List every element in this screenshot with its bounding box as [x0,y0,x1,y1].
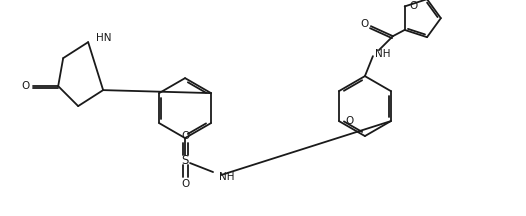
Text: O: O [410,2,418,11]
Text: O: O [361,19,369,29]
Text: S: S [181,154,189,167]
Text: NH: NH [375,49,390,59]
Text: O: O [181,179,189,189]
Text: O: O [345,116,353,126]
Text: HN: HN [96,33,112,43]
Text: O: O [181,131,189,141]
Text: O: O [21,81,29,91]
Text: NH: NH [219,172,235,182]
